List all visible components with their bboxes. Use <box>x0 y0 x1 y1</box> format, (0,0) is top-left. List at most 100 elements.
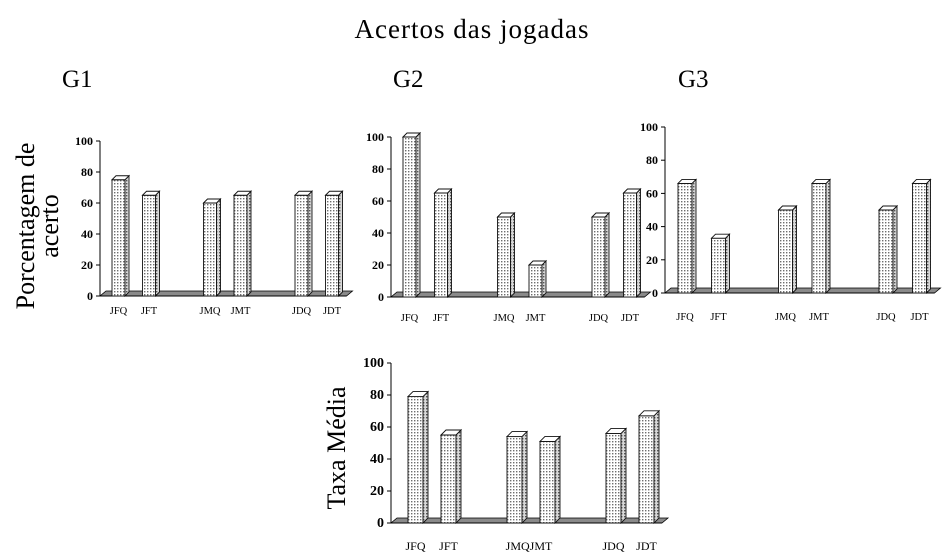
x-tick-label: JMQJMT <box>506 539 553 553</box>
bar-side <box>216 197 221 298</box>
panel-title-g2: G2 <box>393 66 424 93</box>
x-tick-label: JMQ <box>493 313 514 324</box>
chart-panel-2: 0 20 40 60 80 100 JFQ JFT JMQ JMT JDQ JDT <box>366 130 652 324</box>
chart-panel-1: 0 20 40 60 80 100 JFQ JFT JMQ JMT JDQ JDT <box>75 134 354 317</box>
bar <box>110 174 131 298</box>
bar-side <box>521 430 528 525</box>
bar-front <box>111 179 126 297</box>
bar-top <box>293 190 314 196</box>
x-tick-label: JMT <box>231 306 251 317</box>
x-tick-label: JDQ <box>589 313 609 324</box>
bar-top <box>604 427 628 434</box>
y-tick-label: 60 <box>646 186 658 200</box>
bar-side <box>338 190 343 298</box>
bar-side <box>725 233 730 295</box>
x-tick-label: JMT <box>526 313 546 324</box>
bar <box>505 430 529 525</box>
y-tick-label: 20 <box>81 258 93 272</box>
y-tick-label: 80 <box>372 162 384 176</box>
x-tick-label: JDQ <box>292 306 312 317</box>
bar-front <box>142 194 156 297</box>
y-tick-label: 60 <box>81 196 93 210</box>
y-tick-label: 40 <box>646 220 658 234</box>
bar <box>202 197 222 298</box>
bar-side <box>825 178 831 295</box>
y-tick-label: 60 <box>370 420 384 435</box>
bar-top <box>401 132 422 138</box>
bar-side <box>124 174 130 298</box>
bar <box>676 178 698 295</box>
bar-top <box>232 190 253 196</box>
bar-front <box>623 192 637 298</box>
bar <box>401 131 422 299</box>
bar-side <box>620 427 627 525</box>
bar-side <box>892 204 898 295</box>
bar-top <box>527 260 548 266</box>
bar-front <box>402 136 417 298</box>
bar-top <box>710 233 731 239</box>
x-tick-label: JDQ <box>602 539 624 553</box>
y-tick-label: 20 <box>370 484 384 499</box>
bar <box>538 435 562 525</box>
bar-front <box>677 182 693 294</box>
bar-top <box>433 188 453 194</box>
bar-front <box>778 209 793 294</box>
bar-front <box>497 216 511 298</box>
bar-side <box>541 259 547 299</box>
bar-side <box>604 211 610 299</box>
bar <box>324 190 344 298</box>
bar-top <box>810 178 832 184</box>
bar-side <box>422 390 429 525</box>
bar <box>406 390 430 525</box>
bar <box>637 409 661 525</box>
bar-front <box>539 440 556 524</box>
bar-top <box>777 205 798 211</box>
figure-title: Acertos das jogadas <box>354 14 590 44</box>
bar-front <box>294 194 309 297</box>
bar-front <box>605 432 622 524</box>
bar <box>810 178 832 295</box>
bar-front <box>711 237 726 294</box>
chart-panel-3: 0 20 40 60 80 100 JFQ JFT JMQ JMT JDQ JDT <box>640 120 942 323</box>
bar <box>293 190 314 298</box>
bar <box>911 178 932 295</box>
y-tick-label: 80 <box>370 388 384 403</box>
y-tick-label: 20 <box>372 258 384 272</box>
bar-top <box>676 178 698 184</box>
bar-side <box>653 409 660 525</box>
bar-front <box>591 216 606 298</box>
bar-side <box>307 190 313 298</box>
y-tick-label: 60 <box>372 194 384 208</box>
x-tick-label: JFQ <box>110 306 128 317</box>
bar-side <box>926 178 931 295</box>
bar <box>777 204 798 295</box>
chart-floor <box>663 287 942 294</box>
x-tick-label: JFT <box>433 313 450 324</box>
bar-front <box>638 415 655 524</box>
bar-front <box>407 396 424 524</box>
bar-top <box>141 190 161 196</box>
bar-front <box>506 436 523 524</box>
bar-top <box>622 188 642 194</box>
bar-side <box>691 178 697 295</box>
bar-side <box>447 187 452 299</box>
y-tick-label: 0 <box>378 290 384 304</box>
bar <box>622 187 642 299</box>
x-tick-label: JDT <box>621 313 640 324</box>
bar-top <box>590 212 611 218</box>
chart-floor <box>98 290 354 297</box>
bar <box>232 190 253 298</box>
y-tick-label: 80 <box>646 153 658 167</box>
bar-top <box>505 431 529 438</box>
x-tick-label: JFQ <box>405 539 425 553</box>
bar-side <box>636 187 641 299</box>
bar-top <box>637 410 661 417</box>
y-tick-label: 0 <box>377 516 384 531</box>
y-tick-label: 40 <box>81 227 93 241</box>
bar <box>141 190 161 298</box>
bar-front <box>203 202 217 297</box>
panel-title-g1: G1 <box>62 66 93 93</box>
bar-front <box>878 209 894 294</box>
x-tick-label: JFQ <box>401 313 419 324</box>
bar <box>496 211 516 299</box>
